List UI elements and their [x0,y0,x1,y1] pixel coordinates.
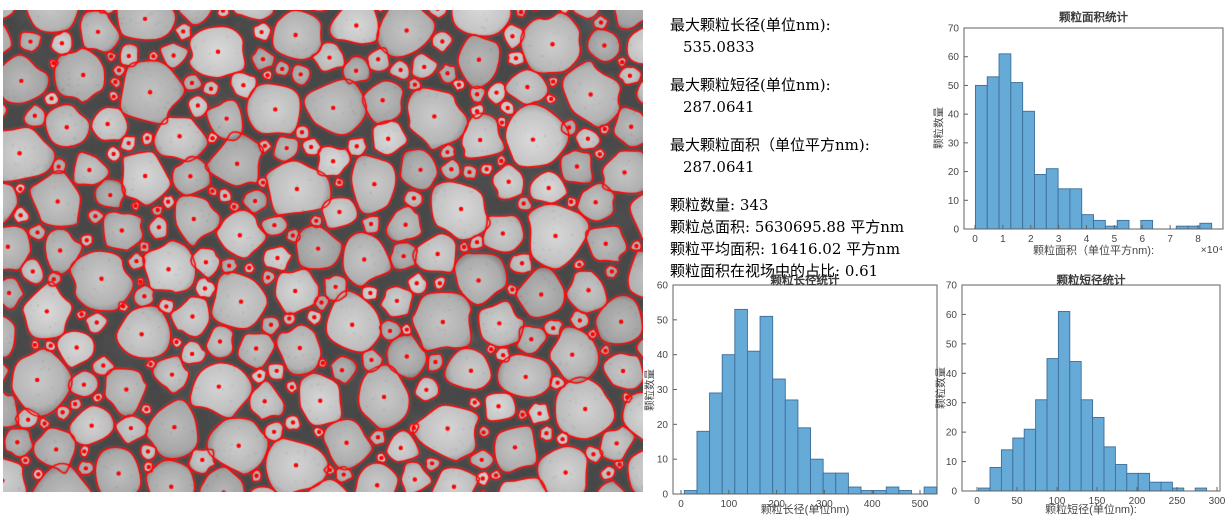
length-histogram-plot: 0 10 20 30 40 50 60 0 100 200 300 400 500 [657,281,938,510]
svg-text:60: 60 [657,281,669,292]
svg-text:30: 30 [657,385,669,396]
area-histogram-plot: 0 10 20 30 40 50 60 70 0 1 2 3 4 5 6 7 8 [948,24,1224,245]
svg-text:0: 0 [953,225,959,236]
svg-text:300: 300 [1209,496,1226,507]
micrograph-image [3,10,643,492]
stat-value: 535.0833 [683,38,755,56]
axis-exponent-label: ×10⁴ [1200,244,1223,256]
svg-text:50: 50 [657,315,669,326]
svg-text:60: 60 [946,310,958,321]
svg-text:20: 20 [657,420,669,431]
svg-text:0: 0 [974,496,980,507]
svg-text:7: 7 [1167,234,1173,245]
svg-text:40: 40 [657,350,669,361]
svg-text:30: 30 [948,138,960,149]
svg-text:200: 200 [1129,496,1146,507]
svg-text:300: 300 [816,499,833,510]
y-axis-label: 颗粒数量 [935,367,947,409]
svg-text:10: 10 [948,196,960,207]
svg-text:70: 70 [948,24,960,35]
y-axis-label: 颗粒数量 [644,369,656,411]
chart-title: 颗粒面积统计 [1059,12,1128,24]
stat-label: 最大颗粒长径(单位nm): [670,16,831,34]
svg-text:6: 6 [1139,234,1145,245]
svg-text:10: 10 [946,457,958,468]
stat-value: 287.0641 [683,98,755,116]
short-histogram-plot: 0 10 20 30 40 50 60 70 0 50 100 150 200 250 300 [946,280,1226,507]
stat-line-area-fraction: 颗粒面积在视场中的占比: 0.61 [670,262,879,280]
x-axis-label: 颗粒面积（单位平方nm): [1033,245,1154,257]
stat-block-max-length: 最大颗粒长径(单位nm): 535.0833 [670,14,965,58]
area-histogram-chart: 0 10 20 30 40 50 60 70 0 1 2 3 4 5 6 7 8 颗粒面积统计 颗粒面积（单位平… [930,5,1230,263]
svg-text:70: 70 [946,280,958,291]
svg-text:50: 50 [946,339,958,350]
svg-text:20: 20 [946,428,958,439]
stat-label: 最大颗粒短径(单位nm): [670,76,831,94]
stat-block-max-area: 最大颗粒面积（单位平方nm): 287.0641 [670,134,965,178]
svg-text:50: 50 [948,81,960,92]
svg-text:1: 1 [1000,234,1006,245]
stat-line-total-area: 颗粒总面积: 5630695.88 平方nm [670,218,905,236]
svg-text:0: 0 [678,499,684,510]
short-histogram-chart: 0 10 20 30 40 50 60 70 0 50 100 150 200 250 300 颗粒短径统计… [930,272,1230,524]
stat-value: 287.0641 [683,158,755,176]
svg-text:60: 60 [948,52,960,63]
stat-label: 最大颗粒面积（单位平方nm): [670,136,870,154]
svg-text:30: 30 [946,398,958,409]
svg-text:5: 5 [1112,234,1118,245]
chart-title: 颗粒长径统计 [770,275,840,287]
svg-text:150: 150 [1089,496,1106,507]
x-axis-label: 颗粒长径(单位nm) [760,504,850,516]
x-axis-label: 颗粒短径(单位nm): [1045,504,1137,516]
stat-line-count: 颗粒数量: 343 [670,196,769,214]
svg-text:2: 2 [1028,234,1034,245]
svg-text:0: 0 [662,490,668,501]
stat-line-mean-area: 颗粒平均面积: 16416.02 平方nm [670,240,901,258]
stat-block-max-short: 最大颗粒短径(单位nm): 287.0641 [670,74,965,118]
svg-text:100: 100 [720,499,737,510]
svg-text:250: 250 [1169,496,1186,507]
svg-text:0: 0 [951,487,957,498]
y-axis-label: 颗粒数量 [933,107,945,149]
svg-text:4: 4 [1084,234,1090,245]
svg-text:8: 8 [1195,234,1201,245]
svg-text:500: 500 [912,499,929,510]
svg-text:400: 400 [864,499,881,510]
svg-text:50: 50 [1011,496,1023,507]
svg-text:3: 3 [1056,234,1062,245]
svg-text:40: 40 [948,110,960,121]
length-histogram-chart: 0 10 20 30 40 50 60 0 100 200 300 400 500 颗粒长径统计 颗粒长… [644,272,945,524]
svg-text:100: 100 [1049,496,1066,507]
svg-text:200: 200 [768,499,785,510]
stats-panel: 最大颗粒长径(单位nm): 535.0833 最大颗粒短径(单位nm): 287… [670,14,965,282]
svg-text:20: 20 [948,167,960,178]
svg-text:0: 0 [972,234,978,245]
chart-title: 颗粒短径统计 [1056,275,1126,287]
svg-text:40: 40 [946,369,958,380]
svg-text:10: 10 [657,455,669,466]
